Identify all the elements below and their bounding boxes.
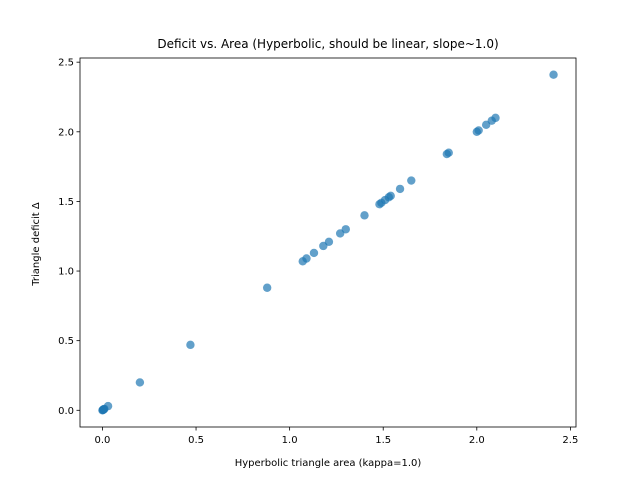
data-point-31 — [491, 113, 500, 123]
data-point-28 — [474, 126, 483, 135]
data-point-22 — [386, 191, 395, 201]
data-point-14 — [324, 237, 334, 246]
x-tick-label-3: 1.5 — [375, 435, 391, 446]
axes-frame — [79, 57, 577, 428]
x-tick-label-0: 0.0 — [95, 435, 111, 446]
y-tick-label-4: 2.0 — [58, 127, 74, 138]
data-point-17 — [360, 211, 369, 220]
y-tick-label-1: 0.5 — [58, 336, 74, 347]
x-tick-label-1: 0.5 — [188, 435, 204, 446]
x-tick-label-4: 2.0 — [469, 435, 485, 446]
data-point-26 — [444, 148, 453, 157]
y-tick-label-3: 1.5 — [58, 197, 74, 208]
data-point-23 — [395, 184, 405, 194]
y-axis-label: Triangle deficit Δ — [31, 202, 42, 287]
plot-area: 0.0 0.5 1.0 1.5 2.0 2.5 0.0 0.5 1.0 1.5 2.0 2.5 — [58, 57, 578, 446]
data-point-6 — [103, 401, 113, 411]
data-point-8 — [186, 340, 195, 350]
chart-title: Deficit vs. Area (Hyperbolic, should be … — [157, 37, 498, 51]
y-tick-label-2: 1.0 — [58, 267, 74, 278]
data-point-32 — [549, 70, 558, 79]
y-tick-label-5: 2.5 — [58, 58, 74, 69]
x-tick-label-2: 1.0 — [282, 435, 298, 446]
data-point-12 — [309, 248, 319, 258]
x-axis-label: Hyperbolic triangle area (kappa=1.0) — [235, 458, 422, 469]
y-tick-label-0: 0.0 — [58, 406, 74, 417]
data-point-11 — [302, 254, 311, 263]
x-tick-label-5: 2.5 — [562, 435, 578, 446]
data-point-16 — [341, 225, 350, 234]
data-point-7 — [135, 378, 145, 387]
data-point-9 — [262, 283, 272, 292]
data-point-24 — [407, 176, 416, 185]
